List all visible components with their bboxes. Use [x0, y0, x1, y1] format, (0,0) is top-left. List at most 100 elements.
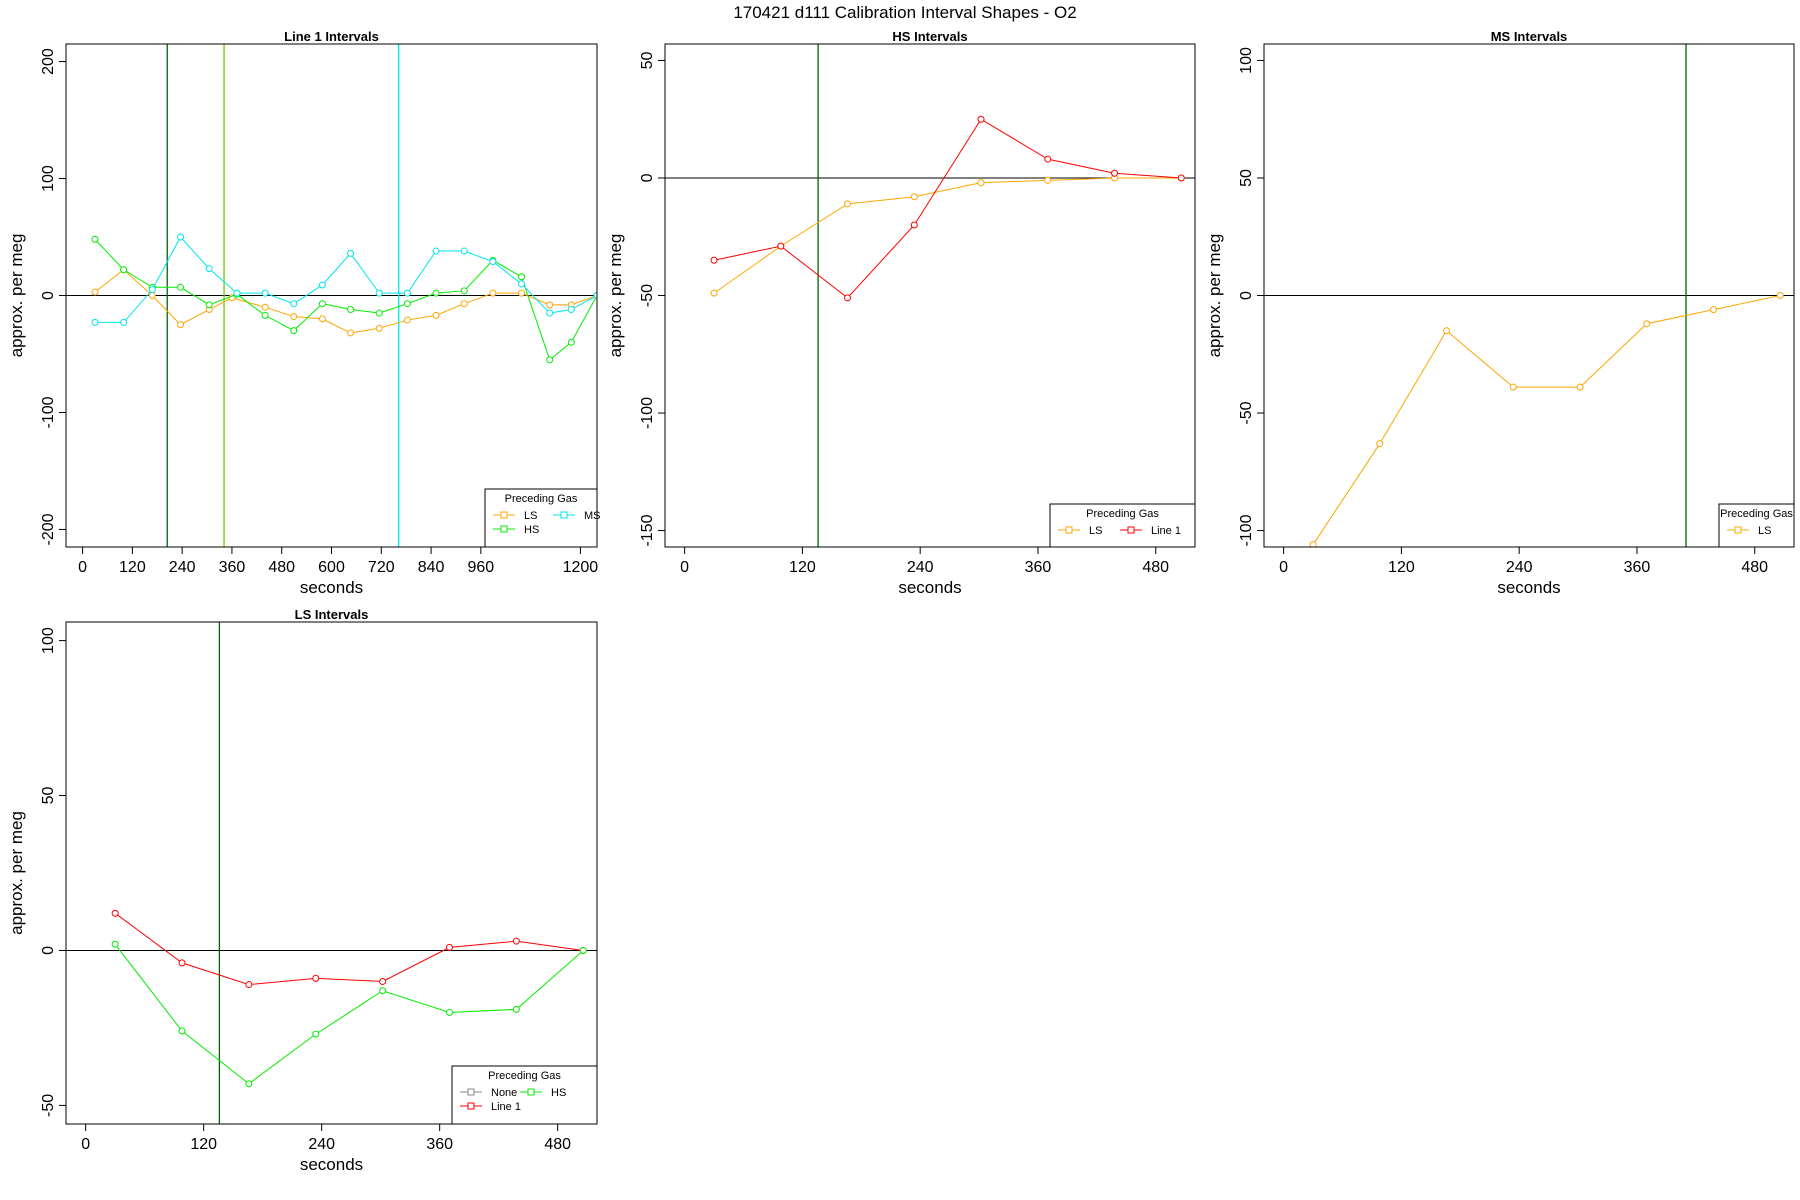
y-axis-label: approx. per meg: [7, 234, 26, 358]
data-point: [176, 233, 184, 241]
legend: Preceding Gas LS MS HS: [484, 488, 601, 548]
figure-title: 170421 d111 Calibration Interval Shapes …: [733, 3, 1076, 22]
data-point: [111, 940, 119, 948]
x-axis: 0 120 240 360 480 600 720 840 960 1200: [78, 546, 598, 576]
legend-label: HS: [551, 1087, 566, 1099]
data-point: [375, 309, 383, 317]
series-hs: [111, 940, 587, 1088]
y-tick-label: 50: [639, 51, 656, 69]
legend-item: Line 1: [460, 1101, 521, 1113]
legend-label: MS: [584, 510, 601, 522]
plot-frame: [65, 621, 598, 1125]
data-point: [375, 289, 383, 297]
legend-swatch-marker: [500, 525, 508, 533]
data-point: [1710, 306, 1718, 314]
data-point: [460, 247, 468, 255]
legend-title: Preceding Gas: [488, 1070, 561, 1082]
legend-item: LS: [493, 510, 537, 522]
data-point: [446, 943, 453, 951]
data-point: [489, 258, 497, 266]
x-tick-label: 360: [426, 1136, 453, 1153]
data-point: [546, 301, 554, 309]
y-tick-label: 0: [1238, 291, 1255, 300]
plot-area: [66, 622, 597, 1124]
data-point: [1643, 320, 1651, 328]
series-line-1: [111, 909, 587, 989]
x-tick-label: 120: [190, 1136, 217, 1153]
y-axis: 50 0 -50 -100 -150: [639, 51, 666, 547]
x-tick-label: 240: [907, 559, 934, 576]
series-ms: [91, 233, 597, 326]
data-point: [312, 974, 320, 982]
data-point: [432, 247, 440, 255]
data-point: [1309, 541, 1317, 547]
data-point: [512, 1005, 520, 1013]
data-point: [176, 283, 184, 291]
data-point: [1044, 155, 1052, 163]
chart-panel-4: LS Intervals 0 120 240 360 480 seconds 100 50 0 -5…: [7, 607, 598, 1174]
series-line: [94, 239, 597, 361]
data-point: [546, 309, 554, 317]
data-point: [446, 1008, 453, 1016]
chart-panel-3: MS Intervals 0 120 240 360 480 seconds 100 50 0 -5…: [1205, 29, 1795, 597]
legend-item: MS: [553, 510, 601, 522]
data-point: [432, 289, 440, 297]
x-tick-label: 120: [789, 559, 816, 576]
legend-swatch-marker: [467, 1102, 475, 1110]
y-tick-label: 100: [40, 627, 57, 654]
x-axis-label: seconds: [300, 1155, 363, 1174]
legend-title: Preceding Gas: [1720, 508, 1793, 520]
data-point: [567, 306, 575, 314]
data-point: [290, 327, 298, 335]
legend-box: [1049, 503, 1196, 548]
y-tick-label: 0: [639, 173, 656, 182]
y-tick-label: 0: [40, 946, 57, 955]
y-axis-label: approx. per meg: [606, 234, 625, 358]
data-point: [593, 292, 597, 299]
data-point: [176, 321, 184, 329]
legend-box: [1718, 503, 1795, 548]
legend-title: Preceding Gas: [505, 493, 578, 505]
data-point: [91, 235, 99, 243]
series-ls: [1309, 292, 1784, 547]
x-tick-label: 840: [418, 559, 445, 576]
series-hs: [91, 235, 597, 364]
series-line-1: [710, 115, 1185, 302]
plot-area: [665, 44, 1195, 547]
legend-label: Line 1: [491, 1101, 521, 1113]
data-point: [567, 338, 575, 346]
plot-area: [66, 44, 597, 547]
legend-swatch-marker: [1127, 526, 1135, 534]
y-tick-label: 100: [1238, 47, 1255, 74]
data-point: [517, 273, 525, 281]
data-point: [120, 266, 128, 274]
data-point: [579, 946, 587, 954]
data-point: [1443, 327, 1451, 335]
y-tick-label: 0: [40, 291, 57, 300]
data-point: [245, 981, 253, 989]
y-axis-label: approx. per meg: [1205, 234, 1224, 358]
legend-box: [451, 1065, 598, 1125]
legend-label: Line 1: [1151, 525, 1181, 537]
legend-swatch-marker: [527, 1088, 535, 1096]
data-point: [120, 318, 128, 326]
x-axis: 0 120 240 360 480: [680, 546, 1169, 576]
plot-frame: [65, 43, 598, 548]
y-tick-label: -50: [40, 1094, 57, 1117]
data-point: [844, 200, 852, 208]
legend-label: LS: [1758, 525, 1771, 537]
legend-item: HS: [493, 524, 539, 536]
chart-title: Line 1 Intervals: [284, 29, 379, 44]
legend-item: None: [460, 1087, 517, 1099]
y-axis-label: approx. per meg: [7, 811, 26, 935]
x-tick-label: 0: [81, 1136, 90, 1153]
x-tick-label: 0: [680, 559, 689, 576]
legend-item: LS: [1058, 525, 1102, 537]
data-point: [710, 256, 718, 264]
chart-title: LS Intervals: [295, 607, 369, 622]
data-point: [403, 316, 411, 324]
x-axis-label: seconds: [898, 578, 961, 597]
x-tick-label: 120: [1388, 559, 1415, 576]
data-point: [517, 289, 525, 297]
x-tick-label: 120: [119, 559, 146, 576]
